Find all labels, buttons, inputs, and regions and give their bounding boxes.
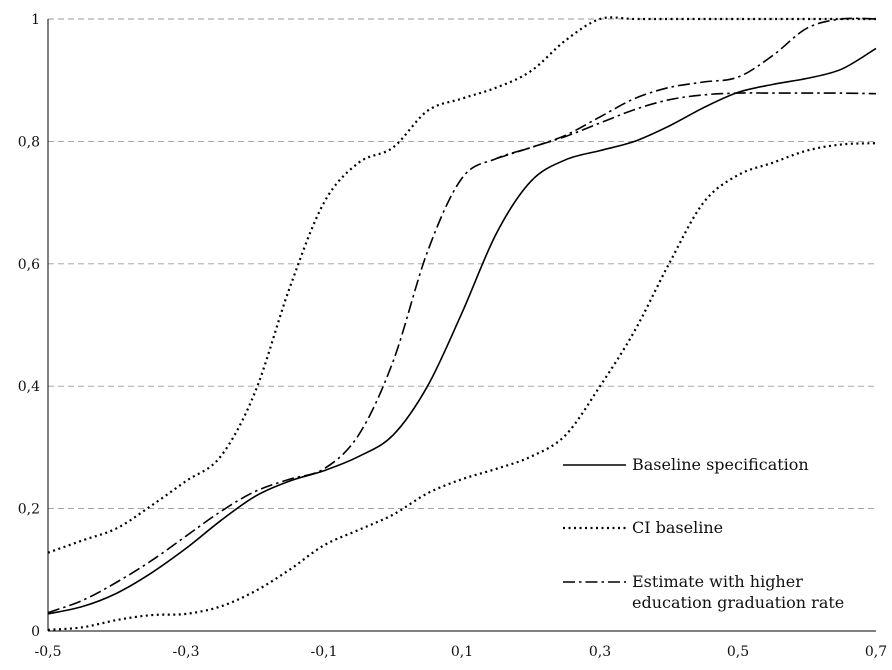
x-tick-label: 0,5: [727, 644, 749, 660]
y-tick-label: 0,6: [18, 257, 40, 273]
y-tick-labels: 0 0,2 0,4 0,6 0,8 1: [18, 12, 40, 640]
x-tick-label: -0,5: [35, 644, 62, 660]
x-tick-label: -0,1: [311, 644, 338, 660]
y-tick-label: 0,2: [18, 502, 40, 518]
y-tick-label: 0,4: [18, 379, 40, 395]
x-tick-label: 0,3: [589, 644, 611, 660]
series-line-3: [48, 18, 876, 612]
y-tick-label: 0: [31, 624, 40, 640]
y-tick-label: 0,8: [18, 134, 40, 150]
legend-label-estimate-line2: education graduation rate: [632, 593, 844, 612]
axes: [48, 19, 876, 631]
x-tick-label: -0,3: [173, 644, 200, 660]
x-tick-label: 0,1: [451, 644, 473, 660]
legend: Baseline specification CI baseline Estim…: [563, 455, 844, 612]
x-tick-label: 0,7: [865, 644, 887, 660]
legend-label-baseline: Baseline specification: [632, 455, 809, 474]
series-lines: [48, 17, 876, 629]
legend-label-estimate-line1: Estimate with higher: [632, 572, 803, 591]
x-tick-labels: -0,5 -0,3 -0,1 0,1 0,3 0,5 0,7: [35, 644, 888, 660]
y-tick-label: 1: [31, 12, 40, 28]
series-line-0: [48, 48, 876, 614]
legend-label-ci: CI baseline: [632, 518, 723, 537]
